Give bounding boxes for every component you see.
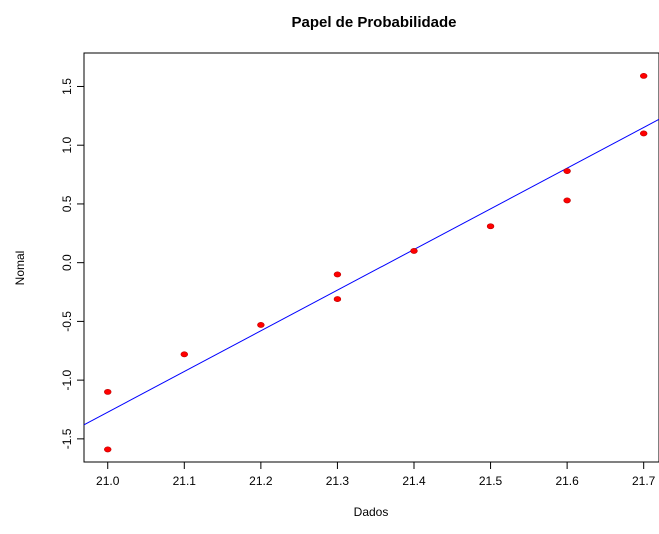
y-axis-title: Nomal bbox=[13, 251, 27, 286]
data-point bbox=[639, 130, 648, 137]
reference-line bbox=[83, 118, 659, 426]
plot-frame bbox=[83, 52, 659, 463]
x-tick-label: 21.2 bbox=[249, 474, 273, 488]
x-tick-label: 21.7 bbox=[632, 474, 656, 488]
x-axis-title: Dados bbox=[354, 505, 389, 519]
data-point bbox=[410, 248, 418, 254]
y-tick-label: -1.5 bbox=[60, 428, 74, 449]
data-points bbox=[104, 73, 648, 453]
y-tick-label: 0.0 bbox=[60, 254, 74, 271]
y-tick-label: 1.5 bbox=[60, 78, 74, 95]
data-point bbox=[180, 351, 188, 358]
data-point bbox=[563, 197, 571, 204]
chart-title: Papel de Probabilidade bbox=[291, 14, 456, 31]
data-point bbox=[104, 446, 112, 453]
data-point bbox=[639, 73, 648, 79]
x-tick-label: 21.0 bbox=[96, 474, 120, 488]
y-tick-label: 0.5 bbox=[60, 195, 74, 212]
data-point bbox=[104, 388, 112, 395]
y-tick-label: -0.5 bbox=[60, 311, 74, 332]
x-tick-label: 21.5 bbox=[479, 474, 503, 488]
data-point bbox=[563, 168, 571, 174]
x-axis: 21.0 21.1 21.2 21.3 21.4 21.5 21.6 21.7 bbox=[96, 462, 656, 488]
x-tick-label: 21.1 bbox=[173, 474, 197, 488]
y-tick-label: 1.0 bbox=[60, 137, 74, 154]
x-tick-label: 21.4 bbox=[402, 474, 426, 488]
data-point bbox=[257, 322, 265, 328]
y-tick-label: -1.0 bbox=[60, 369, 74, 390]
data-point bbox=[333, 296, 342, 302]
data-point bbox=[486, 223, 495, 230]
x-tick-label: 21.6 bbox=[555, 474, 579, 488]
y-axis: -1.5 -1.0 -0.5 0.0 0.5 1.0 1.5 bbox=[60, 78, 84, 449]
data-point bbox=[333, 271, 342, 278]
x-tick-label: 21.3 bbox=[326, 474, 350, 488]
